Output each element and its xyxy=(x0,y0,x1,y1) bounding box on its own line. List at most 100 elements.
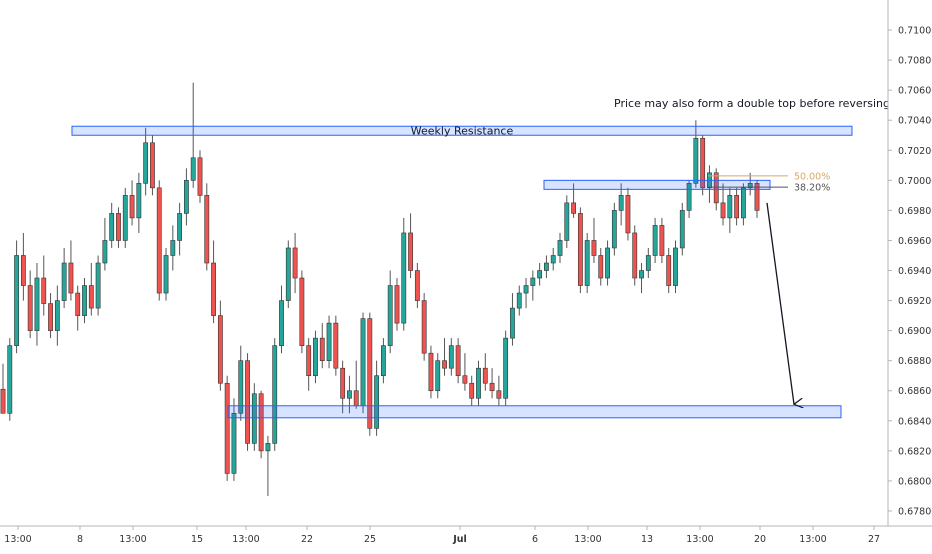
candle xyxy=(673,240,678,294)
time-axis[interactable]: 13:00 8 13:00 15 13:00 22 25 Jul 6 13:00 13 13:00 20… xyxy=(0,525,932,550)
time-tick-label: 13:00 xyxy=(799,534,826,545)
candle xyxy=(68,240,74,301)
candle xyxy=(496,375,502,406)
down-arrow[interactable] xyxy=(766,202,794,404)
time-tick-label: 6 xyxy=(532,534,538,545)
candle xyxy=(679,202,685,256)
candle-body-bull xyxy=(265,443,271,452)
candle xyxy=(598,247,604,286)
candle-body-bull xyxy=(360,318,366,407)
candle xyxy=(611,202,617,256)
candle-body-bear xyxy=(75,292,81,316)
fib-label: 38.20% xyxy=(794,183,830,194)
time-tick-label: Jul xyxy=(452,534,467,545)
candle xyxy=(448,338,454,376)
candle-body-bull xyxy=(516,292,522,309)
candle-body-bear xyxy=(666,255,672,286)
candle-body-bull xyxy=(645,255,651,271)
candle xyxy=(251,383,257,451)
candle-body-bull xyxy=(611,210,617,249)
zone-1[interactable] xyxy=(543,179,771,190)
candle-body-bull xyxy=(523,285,529,294)
candle xyxy=(747,172,753,196)
candle-body-bear xyxy=(455,345,461,377)
candle-body-bull xyxy=(673,247,678,286)
candle-body-bear xyxy=(577,213,583,286)
candle-body-bear xyxy=(224,382,230,474)
candle xyxy=(741,183,746,226)
candle xyxy=(88,263,94,316)
candles-layer xyxy=(0,82,760,496)
candle-body-bull xyxy=(61,262,67,301)
candle xyxy=(313,330,318,384)
candle xyxy=(516,285,522,316)
candle xyxy=(109,202,115,248)
candle-body-bull xyxy=(380,345,386,377)
candle-body-bull xyxy=(401,232,407,324)
candle xyxy=(754,180,760,218)
candle-body-bear xyxy=(700,137,706,189)
candle xyxy=(156,180,162,301)
candle-body-bull xyxy=(272,345,278,444)
candle xyxy=(54,285,60,346)
candle-body-bull xyxy=(584,240,590,286)
candle-body-bear xyxy=(340,367,346,399)
candle-body-bear xyxy=(462,375,468,384)
candle-body-bear xyxy=(442,360,447,369)
candle xyxy=(455,338,461,384)
candle-body-bull xyxy=(544,262,549,271)
candle xyxy=(503,330,509,406)
candle xyxy=(292,232,298,294)
candle xyxy=(720,183,726,226)
candle-body-bull xyxy=(54,300,60,331)
candle xyxy=(584,232,590,294)
candle xyxy=(421,293,427,361)
candle xyxy=(414,263,420,309)
zone-label: Weekly Resistance xyxy=(411,125,514,138)
candle xyxy=(102,217,108,271)
zone-0[interactable] xyxy=(71,125,853,136)
candle xyxy=(95,255,101,316)
candle-body-bear xyxy=(150,142,155,189)
candle-body-bull xyxy=(374,375,380,429)
candle xyxy=(489,368,495,399)
candle xyxy=(564,195,570,248)
candle xyxy=(14,240,19,354)
candle-body-bull xyxy=(550,255,556,264)
candle-body-bear xyxy=(496,390,502,399)
candle-body-bear xyxy=(713,172,719,204)
candle xyxy=(150,135,155,196)
candle xyxy=(700,135,706,196)
time-tick-label: 20 xyxy=(754,534,766,545)
candle-body-bear xyxy=(20,255,26,286)
candle xyxy=(632,225,638,286)
candle-body-bear xyxy=(319,337,325,361)
candle xyxy=(129,180,135,226)
candle xyxy=(20,232,26,301)
candle xyxy=(285,240,291,309)
candle-body-bear xyxy=(88,285,94,309)
candle-body-bull xyxy=(95,262,101,309)
fib-layer: 50.00%38.20% xyxy=(708,171,830,194)
candle-body-bear xyxy=(394,285,400,324)
candle xyxy=(211,240,216,324)
candle xyxy=(367,312,373,436)
candle xyxy=(639,263,644,294)
candle xyxy=(136,172,142,233)
candle-body-bear xyxy=(469,382,475,399)
candle-body-bull xyxy=(503,337,509,399)
candle-body-bull xyxy=(387,285,393,346)
candle-body-bear xyxy=(116,213,121,241)
zone-2[interactable] xyxy=(227,405,842,419)
candle xyxy=(82,278,87,324)
